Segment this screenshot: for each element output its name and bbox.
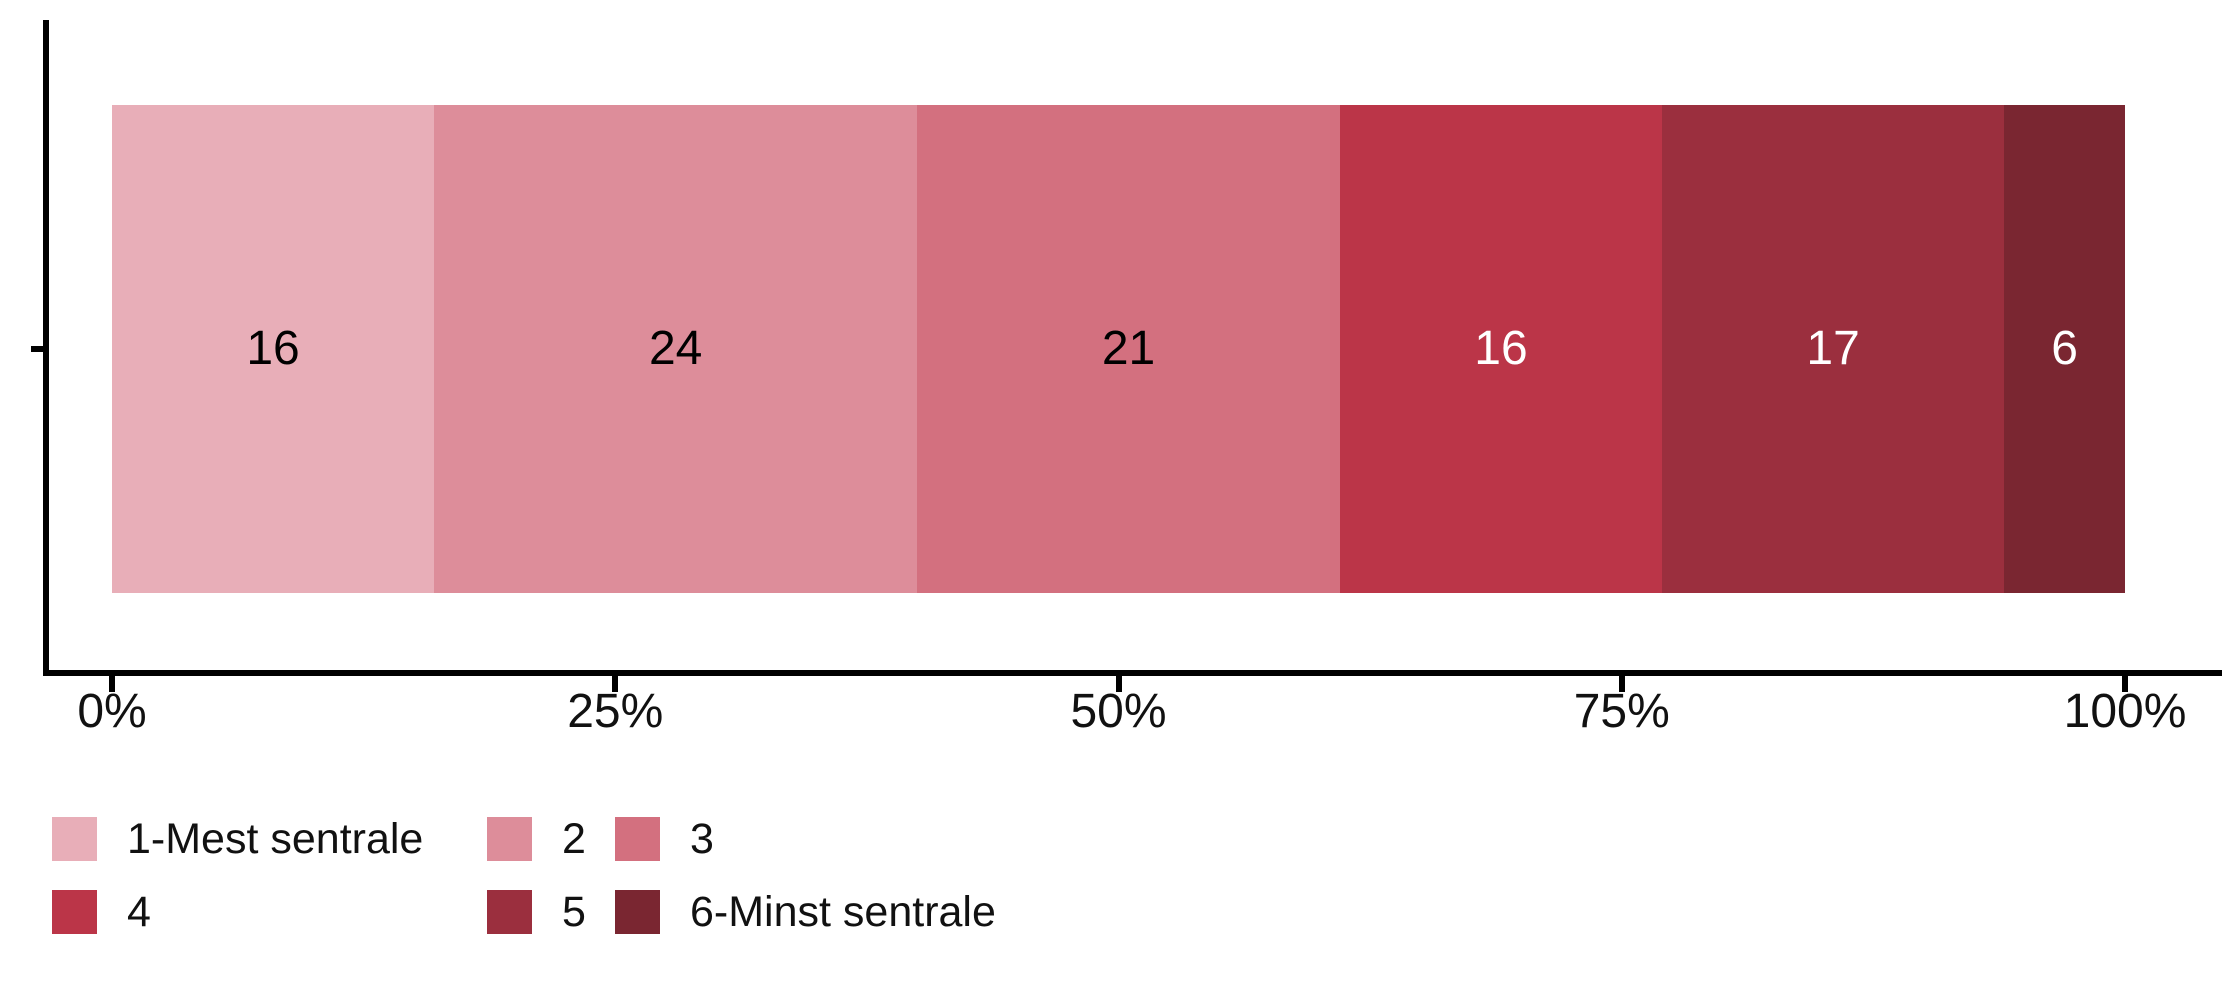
- bar-segment-value: 16: [1474, 322, 1528, 375]
- bar-segment-3: 21: [917, 105, 1340, 593]
- bar-segment-1: 16: [112, 105, 435, 593]
- x-axis-tick-label: 75%: [1573, 685, 1670, 738]
- x-axis-tick: [612, 676, 619, 692]
- legend-swatch: [615, 890, 660, 934]
- legend-swatch: [615, 817, 660, 861]
- legend-label: 1-Mest sentrale: [127, 814, 424, 863]
- bar-segment-6: 6: [2004, 105, 2125, 593]
- x-axis-tick: [1115, 676, 1122, 692]
- y-axis-line: [43, 20, 49, 676]
- legend-label: 2: [562, 814, 586, 863]
- x-axis-tick-label: 25%: [567, 685, 664, 738]
- legend-label: 4: [127, 887, 151, 936]
- y-axis-tick: [31, 346, 44, 352]
- legend-item-4: 4: [52, 890, 151, 934]
- x-axis-tick-label: 50%: [1070, 685, 1167, 738]
- stacked-bar: 16 24 21 16 17 6: [112, 105, 2125, 593]
- legend-swatch: [52, 890, 97, 934]
- bar-segment-value: 6: [2051, 322, 2078, 375]
- bar-segment-value: 24: [648, 322, 703, 375]
- legend-label: 3: [690, 814, 714, 863]
- bar-segment-5: 17: [1661, 105, 2005, 593]
- bar-segment-4: 16: [1339, 105, 1662, 593]
- legend-label: 5: [562, 887, 586, 936]
- bar-segment-value: 16: [246, 322, 300, 375]
- legend-item-2: 2: [487, 817, 586, 861]
- legend-swatch: [487, 817, 532, 861]
- x-axis-tick: [1618, 676, 1625, 692]
- legend-item-3: 3: [615, 817, 714, 861]
- legend-item-6: 6-Minst sentrale: [615, 890, 996, 934]
- x-axis-line: [43, 670, 2222, 676]
- bar-segment-value: 21: [1101, 322, 1156, 375]
- bar-segment-2: 24: [434, 105, 918, 593]
- bar-segment-value: 17: [1806, 322, 1860, 375]
- x-axis-tick: [2122, 676, 2128, 692]
- x-axis-tick-label: 100%: [2063, 685, 2187, 738]
- x-axis-tick-label: 0%: [77, 685, 147, 738]
- legend-label: 6-Minst sentrale: [690, 887, 996, 936]
- legend-item-5: 5: [487, 890, 586, 934]
- x-axis-tick: [109, 676, 115, 692]
- legend-swatch: [52, 817, 97, 861]
- legend-item-1: 1-Mest sentrale: [52, 817, 423, 861]
- legend-swatch: [487, 890, 532, 934]
